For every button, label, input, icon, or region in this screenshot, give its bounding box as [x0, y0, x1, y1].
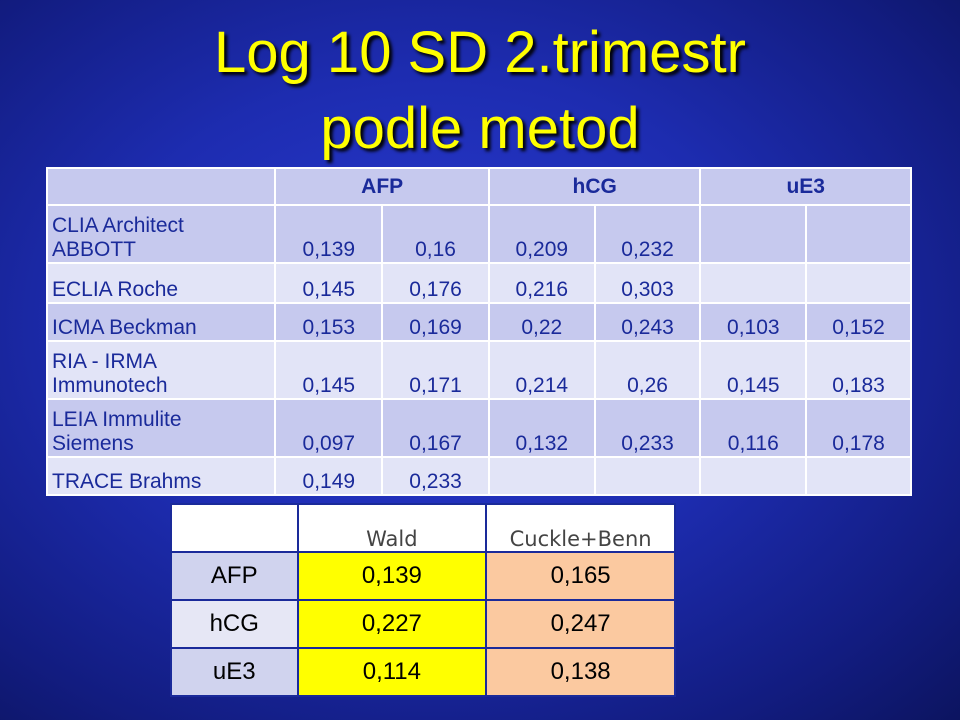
value-cell: 0,214 [487, 340, 596, 400]
value-cell: 0,176 [381, 262, 490, 304]
summary-row-label: hCG [170, 599, 299, 649]
value-cell: 0,22 [487, 302, 596, 342]
table-row: ECLIA Roche 0,145 0,176 0,216 0,303 [45, 262, 912, 304]
row-label-line2: Immunotech [52, 374, 168, 397]
value-cell: 0,216 [487, 262, 596, 304]
header-cell-empty [45, 167, 277, 206]
value-cell: 0,16 [381, 204, 490, 264]
value-cell [699, 204, 808, 264]
methods-table: AFP hCG uE3 CLIA Architect ABBOTT 0,139 0… [45, 167, 912, 496]
cuckle-value: 0,165 [485, 551, 676, 601]
value-cell [699, 262, 808, 304]
row-label: ECLIA Roche [45, 262, 277, 304]
value-cell [805, 456, 912, 496]
value-cell: 0,145 [274, 340, 384, 400]
row-label-line2: Siemens [52, 432, 134, 455]
header-ue3: uE3 [699, 167, 912, 206]
summary-row: hCG 0,227 0,247 [170, 599, 676, 649]
summary-header-cuckle: Cuckle+Benn [485, 503, 676, 553]
summary-row-label: AFP [170, 551, 299, 601]
summary-row-label: uE3 [170, 647, 299, 697]
summary-header-row: Wald Cuckle+Benn [170, 503, 676, 553]
value-cell: 0,169 [381, 302, 490, 342]
row-label: RIA - IRMA Immunotech [45, 340, 277, 400]
summary-header-wald: Wald [296, 503, 488, 553]
table-row: ICMA Beckman 0,153 0,169 0,22 0,243 0,10… [45, 302, 912, 342]
row-label: CLIA Architect ABBOTT [45, 204, 277, 264]
value-cell: 0,209 [487, 204, 596, 264]
value-cell [805, 204, 912, 264]
value-cell: 0,145 [274, 262, 384, 304]
header-afp: AFP [274, 167, 490, 206]
table-row: CLIA Architect ABBOTT 0,139 0,16 0,209 0,… [45, 204, 912, 264]
summary-row: AFP 0,139 0,165 [170, 551, 676, 601]
summary-header-empty [170, 503, 299, 553]
value-cell: 0,233 [381, 456, 490, 496]
summary-table: Wald Cuckle+Benn AFP 0,139 0,165 hCG 0,2… [170, 503, 676, 697]
value-cell: 0,243 [593, 302, 702, 342]
slide-title-line1: Log 10 SD 2.trimestr [214, 20, 746, 85]
row-label: TRACE Brahms [45, 456, 277, 496]
value-cell: 0,171 [381, 340, 490, 400]
table-header-row: AFP hCG uE3 [45, 167, 912, 206]
value-cell: 0,132 [487, 398, 596, 458]
value-cell: 0,103 [699, 302, 808, 342]
row-label: ICMA Beckman [45, 302, 277, 342]
value-cell [699, 456, 808, 496]
value-cell: 0,139 [274, 204, 384, 264]
row-label-line1: LEIA Immulite [52, 408, 182, 431]
value-cell: 0,178 [805, 398, 912, 458]
value-cell [487, 456, 596, 496]
value-cell: 0,145 [699, 340, 808, 400]
wald-value: 0,139 [296, 551, 488, 601]
row-label: LEIA Immulite Siemens [45, 398, 277, 458]
value-cell: 0,153 [274, 302, 384, 342]
value-cell: 0,152 [805, 302, 912, 342]
value-cell [805, 262, 912, 304]
cuckle-value: 0,138 [485, 647, 676, 697]
value-cell: 0,232 [593, 204, 702, 264]
row-label-line1: CLIA Architect [52, 214, 184, 237]
value-cell: 0,183 [805, 340, 912, 400]
value-cell: 0,303 [593, 262, 702, 304]
value-cell [593, 456, 702, 496]
value-cell: 0,167 [381, 398, 490, 458]
value-cell: 0,26 [593, 340, 702, 400]
summary-row: uE3 0,114 0,138 [170, 647, 676, 697]
table-row: RIA - IRMA Immunotech 0,145 0,171 0,214 0… [45, 340, 912, 400]
value-cell: 0,233 [593, 398, 702, 458]
row-label-line2: ABBOTT [52, 238, 137, 261]
table-row: LEIA Immulite Siemens 0,097 0,167 0,132 0… [45, 398, 912, 458]
header-hcg: hCG [487, 167, 702, 206]
table-row: TRACE Brahms 0,149 0,233 [45, 456, 912, 496]
row-label-line1: RIA - IRMA [52, 350, 158, 373]
cuckle-value: 0,247 [485, 599, 676, 649]
value-cell: 0,149 [274, 456, 384, 496]
slide-title-line2: podle metod [320, 96, 640, 161]
wald-value: 0,227 [296, 599, 488, 649]
value-cell: 0,116 [699, 398, 808, 458]
value-cell: 0,097 [274, 398, 384, 458]
wald-value: 0,114 [296, 647, 488, 697]
